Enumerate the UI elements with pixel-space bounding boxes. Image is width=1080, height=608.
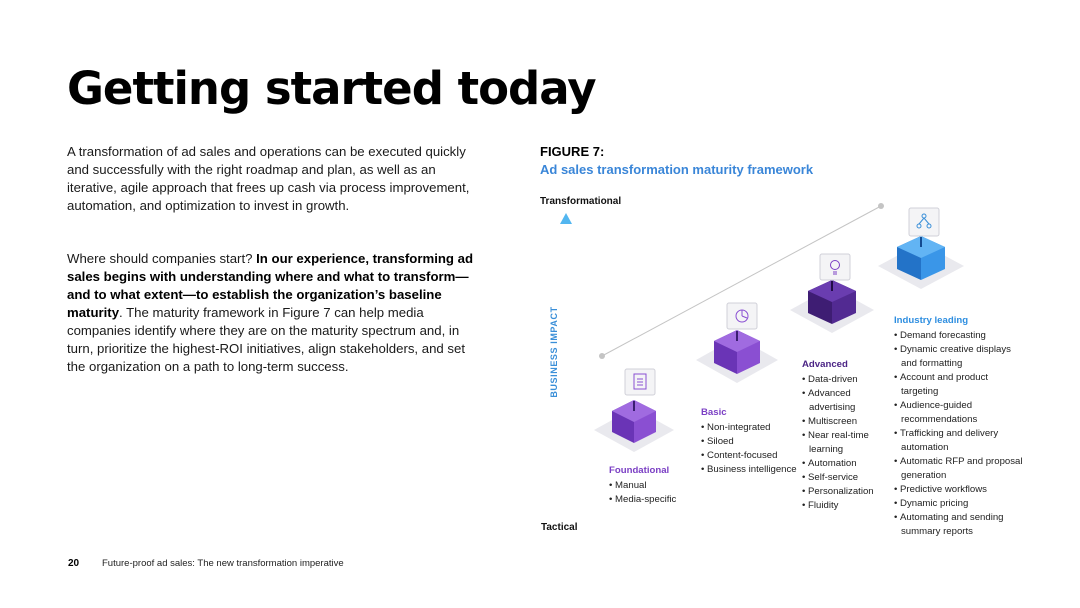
stage-item: Media-specific (609, 493, 709, 507)
y-axis-arrowhead (560, 213, 572, 224)
start-paragraph-rest: . The maturity framework in Figure 7 can… (67, 305, 466, 374)
document-icon (633, 373, 647, 390)
stage-item: Trafficking and delivery automation (894, 427, 1024, 455)
trend-line-end (878, 203, 884, 209)
start-paragraph-lead: Where should companies start? (67, 251, 257, 266)
footer-text: Future-proof ad sales: The new transform… (102, 558, 344, 569)
network-icon (916, 213, 932, 229)
stage-items: Non-integrated Siloed Content-focused Bu… (701, 421, 797, 477)
stage-industry-leading-box (878, 207, 964, 289)
stage-advanced: Advanced Data-driven Advanced advertisin… (802, 358, 892, 513)
trend-line-start (599, 353, 605, 359)
stage-item: Content-focused (701, 449, 797, 463)
stage-item: Automating and sending summary reports (894, 511, 1024, 539)
stage-item: Self-service (802, 471, 892, 485)
stage-item: Manual (609, 479, 709, 493)
stage-item: Predictive workflows (894, 483, 1024, 497)
stage-item: Non-integrated (701, 421, 797, 435)
figure-title: Ad sales transformation maturity framewo… (540, 162, 814, 177)
stage-item: Advanced advertising (802, 387, 892, 415)
stage-item: Near real-time learning (802, 429, 892, 457)
stage-item: Multiscreen (802, 415, 892, 429)
start-paragraph: Where should companies start? In our exp… (67, 250, 487, 376)
stage-title: Foundational (609, 465, 670, 476)
stage-item: Data-driven (802, 373, 892, 387)
stage-title: Industry leading (894, 315, 969, 326)
stage-item: Siloed (701, 435, 797, 449)
stage-item: Demand forecasting (894, 329, 1024, 343)
stage-items: Demand forecasting Dynamic creative disp… (894, 329, 1024, 539)
stage-item: Automation (802, 457, 892, 471)
stage-item: Business intelligence (701, 463, 797, 477)
page-title: Getting started today (67, 62, 597, 115)
chart-icon (735, 309, 749, 323)
stage-foundational-box (594, 368, 674, 452)
intro-paragraph: A transformation of ad sales and operati… (67, 144, 470, 213)
bulb-icon (830, 260, 840, 275)
stage-item: Automatic RFP and proposal generation (894, 455, 1024, 483)
stage-industry-leading: Industry leading Demand forecasting Dyna… (894, 314, 1024, 539)
trend-line (601, 205, 882, 357)
stage-title: Basic (701, 407, 727, 418)
stage-item: Dynamic pricing (894, 497, 1024, 511)
axis-top-label: Transformational (540, 196, 622, 207)
page-number: 20 (68, 558, 80, 569)
stage-item: Personalization (802, 485, 892, 499)
stage-item: Account and product targeting (894, 371, 1024, 399)
stage-item: Dynamic creative displays and formatting (894, 343, 1024, 371)
start-paragraph-emphasis: In our experience, transforming ad sales… (67, 251, 474, 320)
stage-item: Audience-guided recommendations (894, 399, 1024, 427)
stage-title: Advanced (802, 359, 848, 370)
figure-label: FIGURE 7: (540, 144, 605, 159)
axis-bottom-label: Tactical (541, 522, 578, 533)
stage-basic-box (696, 302, 778, 383)
stage-items: Data-driven Advanced advertising Multisc… (802, 373, 892, 513)
stage-item: Fluidity (802, 499, 892, 513)
stage-foundational: Foundational Manual Media-specific (609, 464, 709, 507)
stage-advanced-box (790, 253, 874, 333)
stage-items: Manual Media-specific (609, 479, 709, 507)
stage-basic: Basic Non-integrated Siloed Content-focu… (701, 406, 797, 477)
